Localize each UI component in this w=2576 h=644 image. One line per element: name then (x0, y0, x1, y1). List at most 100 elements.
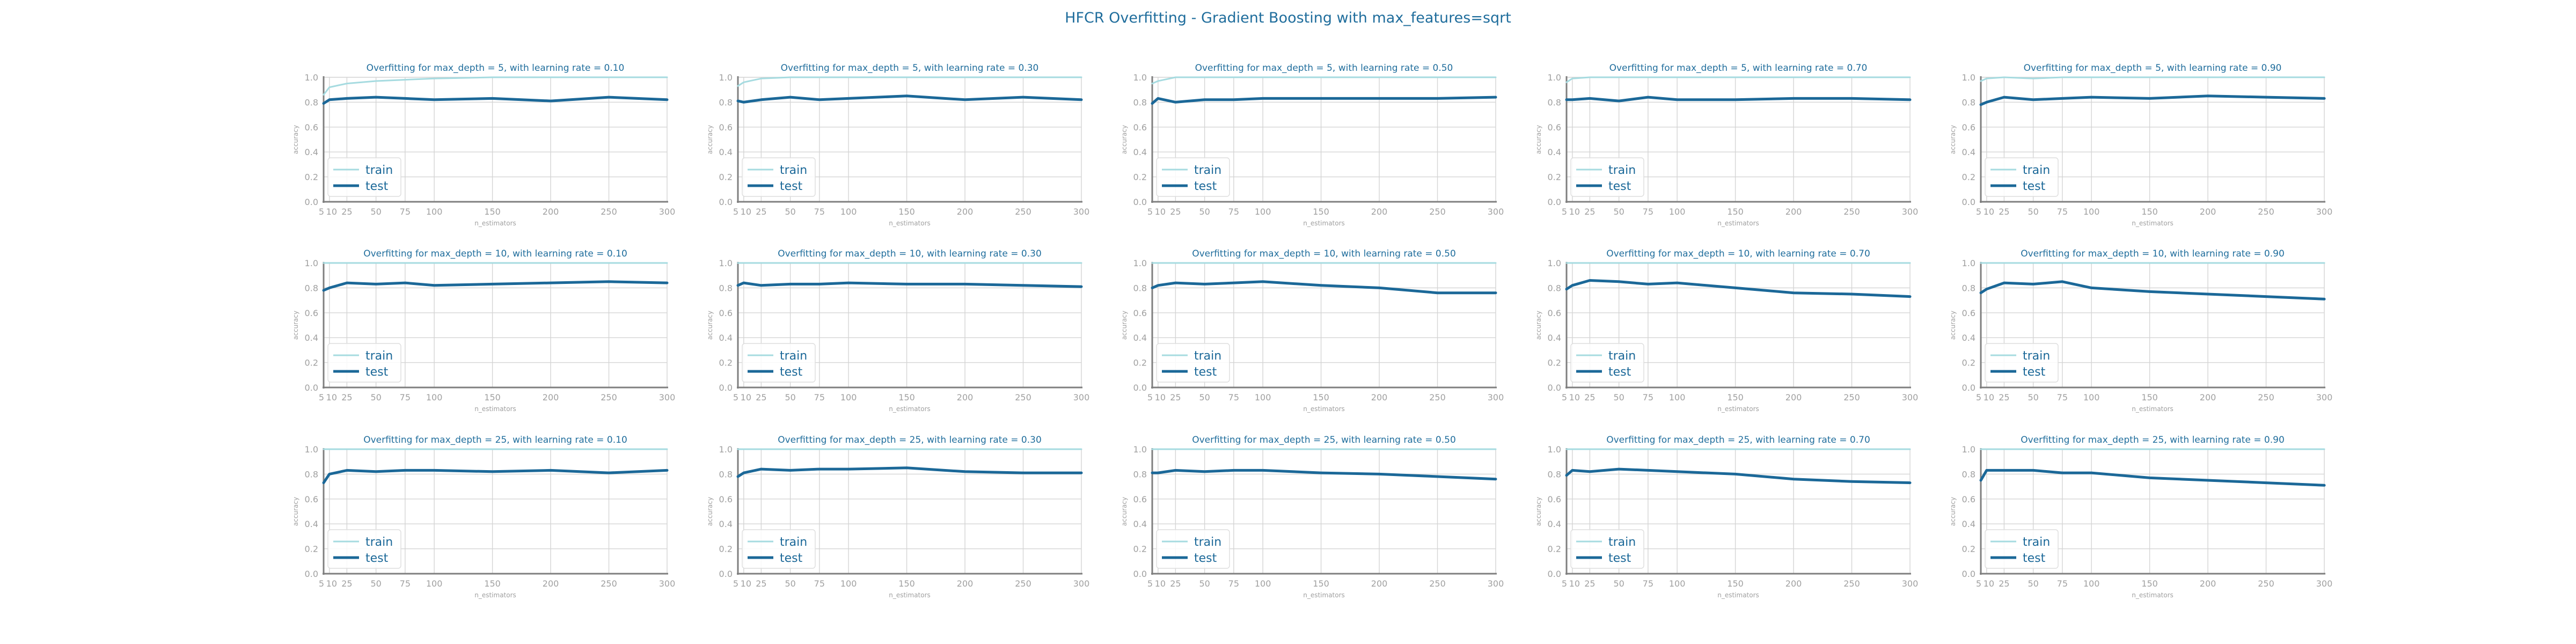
legend: train test (327, 343, 401, 383)
x-tick-label: 75 (400, 579, 411, 589)
x-tick-label: 25 (1170, 392, 1181, 402)
y-tick-label: 0.2 (305, 172, 318, 182)
x-tick-label: 10 (1569, 392, 1580, 402)
x-axis-label: n_estimators (1303, 591, 1345, 599)
y-tick-label: 0.4 (305, 147, 318, 157)
x-tick-label: 75 (1228, 579, 1239, 589)
subplot-9: 0.0 0.2 0.4 0.6 0.8 1.0 5 10 25 50 75 100 150 200 250 3… (1535, 248, 1918, 413)
legend: train test (1985, 529, 2059, 569)
x-tick-label: 150 (484, 207, 501, 217)
x-tick-label: 100 (2083, 207, 2100, 217)
subplot-title: Overfitting for max_depth = 5, with lear… (1609, 63, 1868, 74)
legend: train test (327, 529, 401, 569)
y-tick-label: 0.0 (1962, 383, 1975, 393)
legend-label-train: train (1194, 536, 1221, 549)
y-axis-label: accuracy (292, 311, 299, 340)
legend-label-train: train (1608, 536, 1636, 549)
legend-label-train: train (2023, 536, 2050, 549)
y-tick-label: 0.4 (1548, 333, 1561, 343)
x-tick-label: 300 (1902, 392, 1919, 402)
x-tick-label: 10 (326, 392, 337, 402)
x-tick-label: 300 (1073, 579, 1090, 589)
y-tick-label: 0.8 (1133, 283, 1147, 293)
x-tick-label: 75 (1228, 392, 1239, 402)
y-tick-label: 0.8 (1962, 97, 1975, 107)
x-tick-label: 200 (1785, 207, 1802, 217)
x-tick-label: 5 (733, 207, 738, 217)
x-tick-label: 25 (1584, 392, 1595, 402)
x-tick-label: 300 (1488, 579, 1504, 589)
y-tick-label: 1.0 (1133, 72, 1147, 83)
y-tick-label: 1.0 (1133, 258, 1147, 268)
series-line-train (1980, 76, 2325, 82)
x-tick-label: 5 (1147, 207, 1153, 217)
x-tick-label: 150 (2141, 392, 2158, 402)
y-tick-label: 1.0 (719, 258, 733, 268)
x-tick-label: 50 (1199, 207, 1210, 217)
x-tick-label: 10 (1155, 392, 1166, 402)
x-tick-label: 150 (484, 579, 501, 589)
x-tick-label: 150 (1727, 392, 1744, 402)
x-tick-label: 300 (659, 579, 676, 589)
legend-label-train: train (365, 164, 393, 177)
x-axis-label: n_estimators (889, 591, 931, 599)
x-tick-label: 300 (1902, 579, 1919, 589)
y-tick-label: 0.0 (1962, 197, 1975, 207)
x-tick-label: 50 (370, 579, 381, 589)
series-line-train (1151, 76, 1497, 85)
x-tick-label: 25 (1999, 207, 2009, 217)
y-tick-label: 0.4 (1548, 519, 1561, 529)
legend: train test (1156, 529, 1230, 569)
x-tick-label: 200 (2200, 392, 2216, 402)
legend: train test (1570, 529, 1644, 569)
y-tick-label: 0.2 (1962, 544, 1975, 554)
x-tick-label: 10 (1569, 207, 1580, 217)
y-tick-label: 1.0 (1133, 444, 1147, 455)
y-tick-label: 0.0 (305, 197, 318, 207)
x-tick-label: 300 (1073, 392, 1090, 402)
x-tick-label: 100 (840, 579, 857, 589)
x-tick-label: 300 (2316, 579, 2333, 589)
legend-label-test: test (365, 180, 389, 193)
x-axis-label: n_estimators (1717, 405, 1759, 413)
y-tick-label: 0.2 (305, 358, 318, 368)
y-tick-label: 0.6 (1548, 122, 1561, 133)
x-tick-label: 100 (426, 579, 443, 589)
y-tick-label: 0.8 (719, 97, 733, 107)
y-tick-label: 1.0 (305, 72, 318, 83)
y-tick-label: 0.6 (305, 494, 318, 504)
y-tick-label: 0.6 (1133, 308, 1147, 318)
x-tick-label: 300 (1902, 207, 1919, 217)
x-tick-label: 250 (1843, 392, 1860, 402)
y-tick-label: 1.0 (1962, 444, 1975, 455)
x-tick-label: 200 (543, 579, 559, 589)
legend-label-train: train (1608, 164, 1636, 177)
legend-label-train: train (1608, 349, 1636, 363)
x-tick-label: 5 (733, 579, 738, 589)
subplot-3: 0.0 0.2 0.4 0.6 0.8 1.0 5 10 25 50 75 100 150 200 250 3… (1121, 63, 1504, 227)
x-tick-label: 300 (659, 207, 676, 217)
x-tick-label: 5 (1976, 579, 1981, 589)
y-axis-label: accuracy (1949, 311, 1957, 340)
y-tick-label: 0.6 (1548, 494, 1561, 504)
x-axis-label: n_estimators (1717, 219, 1759, 227)
x-tick-label: 150 (1313, 579, 1329, 589)
y-tick-label: 0.6 (1962, 308, 1975, 318)
x-tick-label: 25 (341, 579, 352, 589)
y-tick-label: 0.4 (1962, 519, 1975, 529)
legend-label-train: train (2023, 164, 2050, 177)
x-tick-label: 250 (601, 392, 617, 402)
legend: train test (327, 157, 401, 197)
x-tick-label: 150 (898, 579, 915, 589)
x-tick-label: 250 (1429, 207, 1446, 217)
x-tick-label: 150 (2141, 579, 2158, 589)
y-tick-label: 1.0 (1962, 72, 1975, 83)
y-tick-label: 0.6 (1962, 494, 1975, 504)
y-axis-label: accuracy (1535, 125, 1542, 154)
x-tick-label: 300 (2316, 392, 2333, 402)
x-tick-label: 10 (1155, 579, 1166, 589)
y-tick-label: 0.0 (719, 383, 733, 393)
y-tick-label: 0.4 (719, 333, 733, 343)
x-tick-label: 5 (319, 579, 324, 589)
